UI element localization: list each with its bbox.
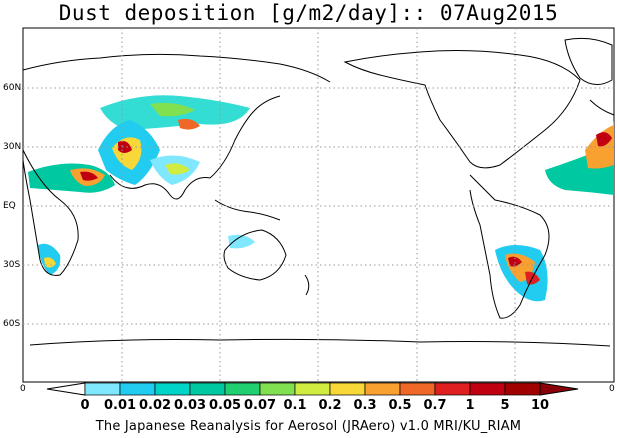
colorbar-swatch [224,382,261,396]
left-edge-label: 0 [20,384,26,394]
graticule [23,28,614,382]
colorbar-swatch [469,382,506,396]
colorbar-tick-label: 0.3 [353,398,377,413]
colorbar-tick-label: 0.02 [138,398,172,413]
lat-label-30n: 30N [3,142,22,152]
colorbar-swatch [189,382,226,396]
lat-label-30s: 30S [3,260,21,270]
colorbar-right-arrow [539,382,579,396]
colorbar-swatch [84,382,121,396]
colorbar-swatch [154,382,191,396]
lat-label-60s: 60S [3,319,21,329]
map-title: Dust deposition [g/m2/day]:: 07Aug2015 [58,1,559,25]
coastlines [22,37,615,347]
colorbar-tick-label: 5 [500,398,510,413]
colorbar-swatch [399,382,436,396]
colorbar [46,382,579,396]
colorbar-swatch [364,382,401,396]
colorbar-tick-label: 0 [80,398,90,413]
colorbar-swatch [504,382,541,396]
colorbar-swatch [119,382,156,396]
colorbar-tick-label: 0.05 [208,398,242,413]
colorbar-swatch [259,382,296,396]
right-edge-label: 0 [609,384,615,394]
colorbar-tick-label: 0.03 [173,398,207,413]
colorbar-tick-label: 1 [465,398,475,413]
colorbar-swatch [434,382,471,396]
colorbar-tick-label: 0.01 [103,398,137,413]
colorbar-tick-label: 10 [530,398,550,413]
lat-label-60n: 60N [3,83,22,93]
colorbar-swatch [294,382,331,396]
colorbar-tick-label: 0.2 [318,398,342,413]
colorbar-tick-label: 0.1 [283,398,307,413]
colorbar-tick-label: 0.7 [423,398,447,413]
colorbar-tick-label: 0.5 [388,398,412,413]
lat-label-eq: EQ [3,201,16,211]
colorbar-tick-label: 0.07 [243,398,277,413]
colorbar-left-arrow [46,382,86,396]
colorbar-swatch [329,382,366,396]
footer-credit: The Japanese Reanalysis for Aerosol (JRA… [95,419,522,434]
